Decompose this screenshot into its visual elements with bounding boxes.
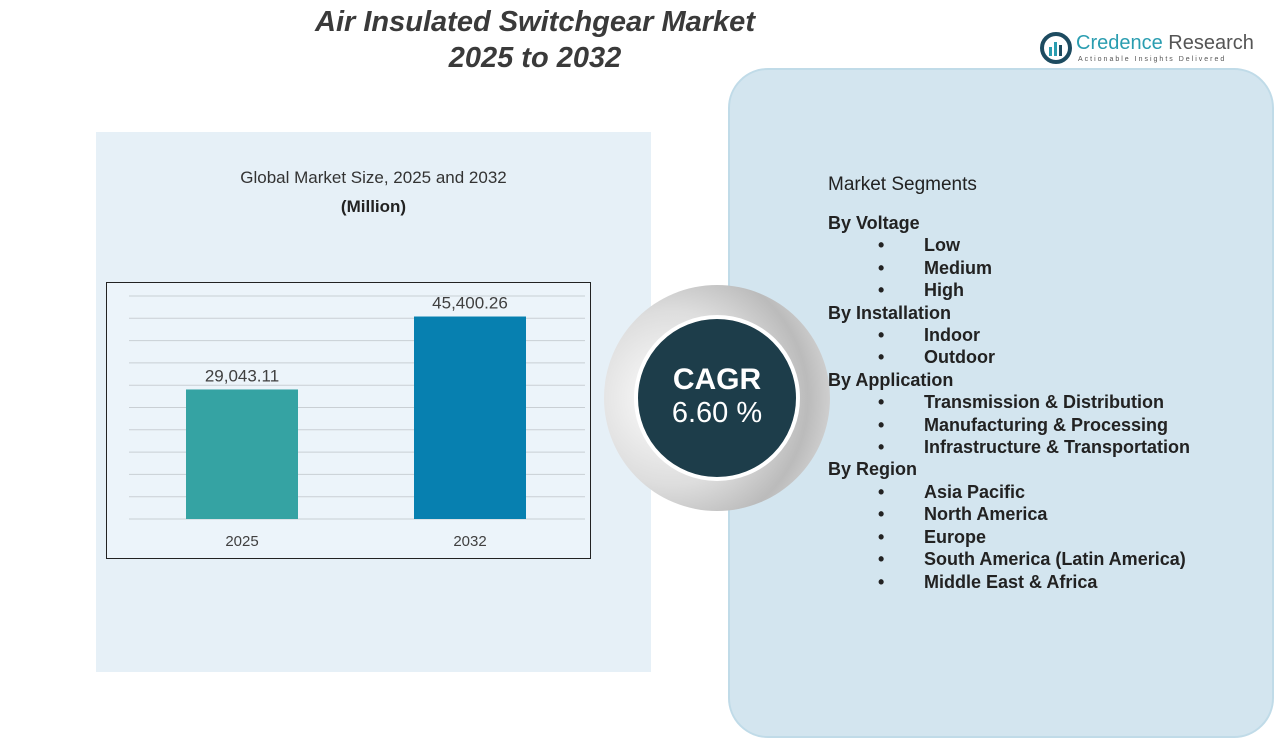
segment-item: South America (Latin America)	[828, 548, 1190, 570]
segment-item: Manufacturing & Processing	[828, 414, 1190, 436]
bar-2025	[186, 389, 298, 519]
bar-2032	[414, 316, 526, 519]
x-tick-label: 2032	[453, 533, 486, 550]
segment-item: Outdoor	[828, 346, 1190, 368]
x-tick-label: 2025	[225, 533, 258, 550]
segment-item: Medium	[828, 257, 1190, 279]
logo-icon	[1040, 32, 1072, 64]
segment-item: Transmission & Distribution	[828, 391, 1190, 413]
data-label: 45,400.26	[432, 294, 508, 313]
page-title: Air Insulated Switchgear Market 2025 to 2…	[315, 6, 755, 74]
segment-group: By Region	[828, 459, 918, 480]
cagr-badge: CAGR 6.60 %	[634, 315, 800, 481]
segment-item: Low	[828, 234, 1190, 256]
segment-group: By Application	[828, 369, 954, 390]
logo: Credence Research Actionable Insights De…	[1040, 32, 1260, 68]
chart-title: Global Market Size, 2025 and 2032	[240, 168, 507, 187]
segment-item: North America	[828, 503, 1190, 525]
segment-group: By Voltage	[828, 213, 920, 233]
chart-unit: (Million)	[340, 197, 407, 216]
segment-group: By Installation	[828, 302, 952, 323]
segment-item: Infrastructure & Transportation	[828, 436, 1190, 458]
segment-item: Asia Pacific	[828, 481, 1190, 503]
segment-item: Europe	[828, 526, 1190, 548]
segment-item: Middle East & Africa	[828, 571, 1190, 593]
segment-item: High	[828, 279, 1190, 301]
data-label: 29,043.11	[205, 366, 279, 385]
chart-svg: 29,043.11 2025 45,400.26 2032	[129, 294, 585, 550]
segment-item: Indoor	[828, 324, 1190, 346]
segments-heading: Market Segments	[828, 174, 977, 195]
bar-chart: 29,043.11 2025 45,400.26 2032	[106, 282, 591, 559]
